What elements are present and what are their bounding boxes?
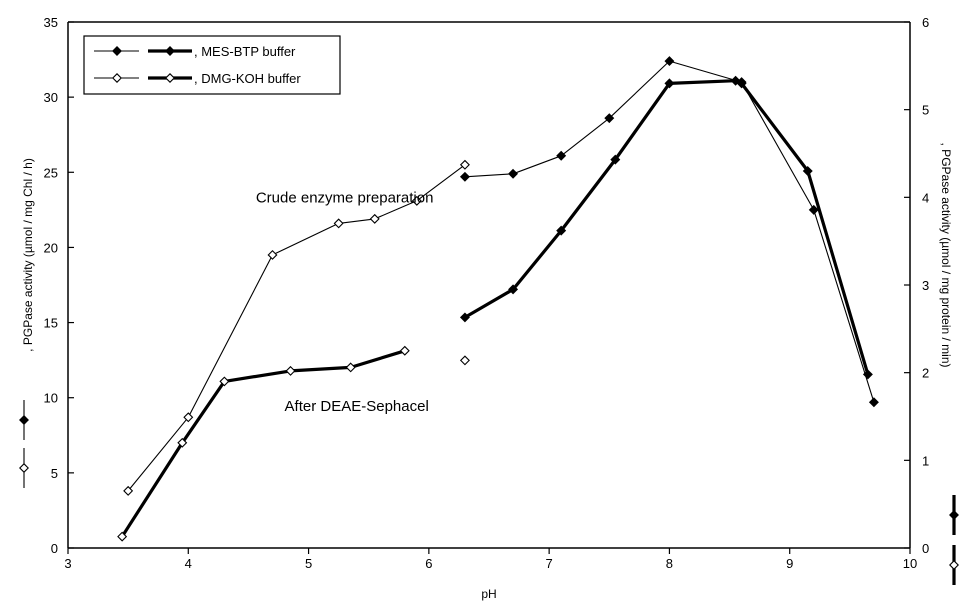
data-point xyxy=(730,75,741,86)
right-label-marker-open xyxy=(949,560,959,570)
data-point xyxy=(802,166,813,177)
left-y-tick-label: 0 xyxy=(51,541,58,556)
data-point xyxy=(664,56,675,67)
annotation-text: After DEAE-Sephacel xyxy=(285,398,429,415)
data-point xyxy=(267,249,278,260)
data-point xyxy=(508,168,519,179)
left-label-marker-filled xyxy=(19,415,29,425)
right-y-axis-label: , PGPase activity (µmol / mg protein / m… xyxy=(939,143,959,585)
right-y-tick-label: 0 xyxy=(922,541,929,556)
data-point xyxy=(123,485,134,496)
legend-thin-marker xyxy=(112,73,122,83)
legend-label: , MES-BTP buffer xyxy=(194,44,296,59)
right-y-tick-label: 5 xyxy=(922,103,929,118)
legend-label: , DMG-KOH buffer xyxy=(194,71,301,86)
left-y-tick-label: 5 xyxy=(51,466,58,481)
left-y-axis-label-text: , PGPase activity (µmol / mg Chl / h) xyxy=(21,158,35,352)
data-point xyxy=(459,159,470,170)
x-axis-label: pH xyxy=(481,587,496,601)
left-y-tick-label: 25 xyxy=(44,165,58,180)
data-point xyxy=(117,531,128,542)
right-y-axis-label-markers xyxy=(949,495,959,585)
x-tick-label: 9 xyxy=(786,556,793,571)
x-tick-label: 6 xyxy=(425,556,432,571)
data-point xyxy=(411,195,422,206)
right-y-axis-label-text: , PGPase activity (µmol / mg protein / m… xyxy=(939,143,953,368)
data-point xyxy=(369,213,380,224)
right-y-tick-label: 2 xyxy=(922,366,929,381)
left-y-axis-label-markers xyxy=(19,400,29,488)
data-point xyxy=(604,113,615,124)
right-y-tick-label: 1 xyxy=(922,453,929,468)
legend-thick-marker xyxy=(165,46,175,56)
series-line xyxy=(464,60,875,403)
data-point xyxy=(862,369,873,380)
annotations: Crude enzyme preparation After DEAE-Sepha… xyxy=(256,189,434,415)
right-y-tick-label: 3 xyxy=(922,278,929,293)
x-tick-label: 4 xyxy=(185,556,192,571)
right-label-marker-filled xyxy=(949,510,959,520)
data-point xyxy=(664,78,675,89)
data-point xyxy=(333,218,344,229)
left-y-axis-label: , PGPase activity (µmol / mg Chl / h) xyxy=(19,158,35,488)
x-tick-label: 8 xyxy=(666,556,673,571)
x-tick-label: 7 xyxy=(546,556,553,571)
data-point xyxy=(459,312,470,323)
left-y-tick-label: 35 xyxy=(44,15,58,30)
series-points xyxy=(117,56,879,542)
data-point xyxy=(868,397,879,408)
data-point xyxy=(219,376,230,387)
left-y-tick-label: 30 xyxy=(44,90,58,105)
right-y-tick-label: 6 xyxy=(922,15,929,30)
data-point xyxy=(808,204,819,215)
x-tick-label: 10 xyxy=(903,556,917,571)
data-point xyxy=(556,150,567,161)
data-point xyxy=(183,412,194,423)
left-y-tick-label: 20 xyxy=(44,240,58,255)
legend: , MES-BTP buffer , DMG-KOH buffer xyxy=(83,35,341,95)
data-point xyxy=(508,284,519,295)
data-point xyxy=(556,225,567,236)
x-tick-label: 3 xyxy=(64,556,71,571)
legend-thick-marker xyxy=(165,73,175,83)
left-y-tick-label: 15 xyxy=(44,316,58,331)
data-point xyxy=(610,154,621,165)
data-point xyxy=(285,365,296,376)
legend-thin-marker xyxy=(112,46,122,56)
data-point xyxy=(459,171,470,182)
series-lines xyxy=(120,60,875,539)
axes xyxy=(67,21,911,549)
left-y-tick-label: 10 xyxy=(44,391,58,406)
data-point xyxy=(345,362,356,373)
series-line xyxy=(120,349,407,539)
data-point xyxy=(399,345,410,356)
annotation-text: Crude enzyme preparation xyxy=(256,189,434,206)
left-label-marker-open xyxy=(19,463,29,473)
data-point xyxy=(736,78,747,89)
ticks: 3 4 5 6 7 8 9 10 0 5 10 15 20 25 30 35 0 1 2 3 4 5 6 xyxy=(44,15,930,571)
series-line xyxy=(463,79,870,376)
data-point xyxy=(459,355,470,366)
x-tick-label: 5 xyxy=(305,556,312,571)
data-point xyxy=(177,437,188,448)
legend-box xyxy=(83,35,341,95)
right-y-tick-label: 4 xyxy=(922,190,929,205)
